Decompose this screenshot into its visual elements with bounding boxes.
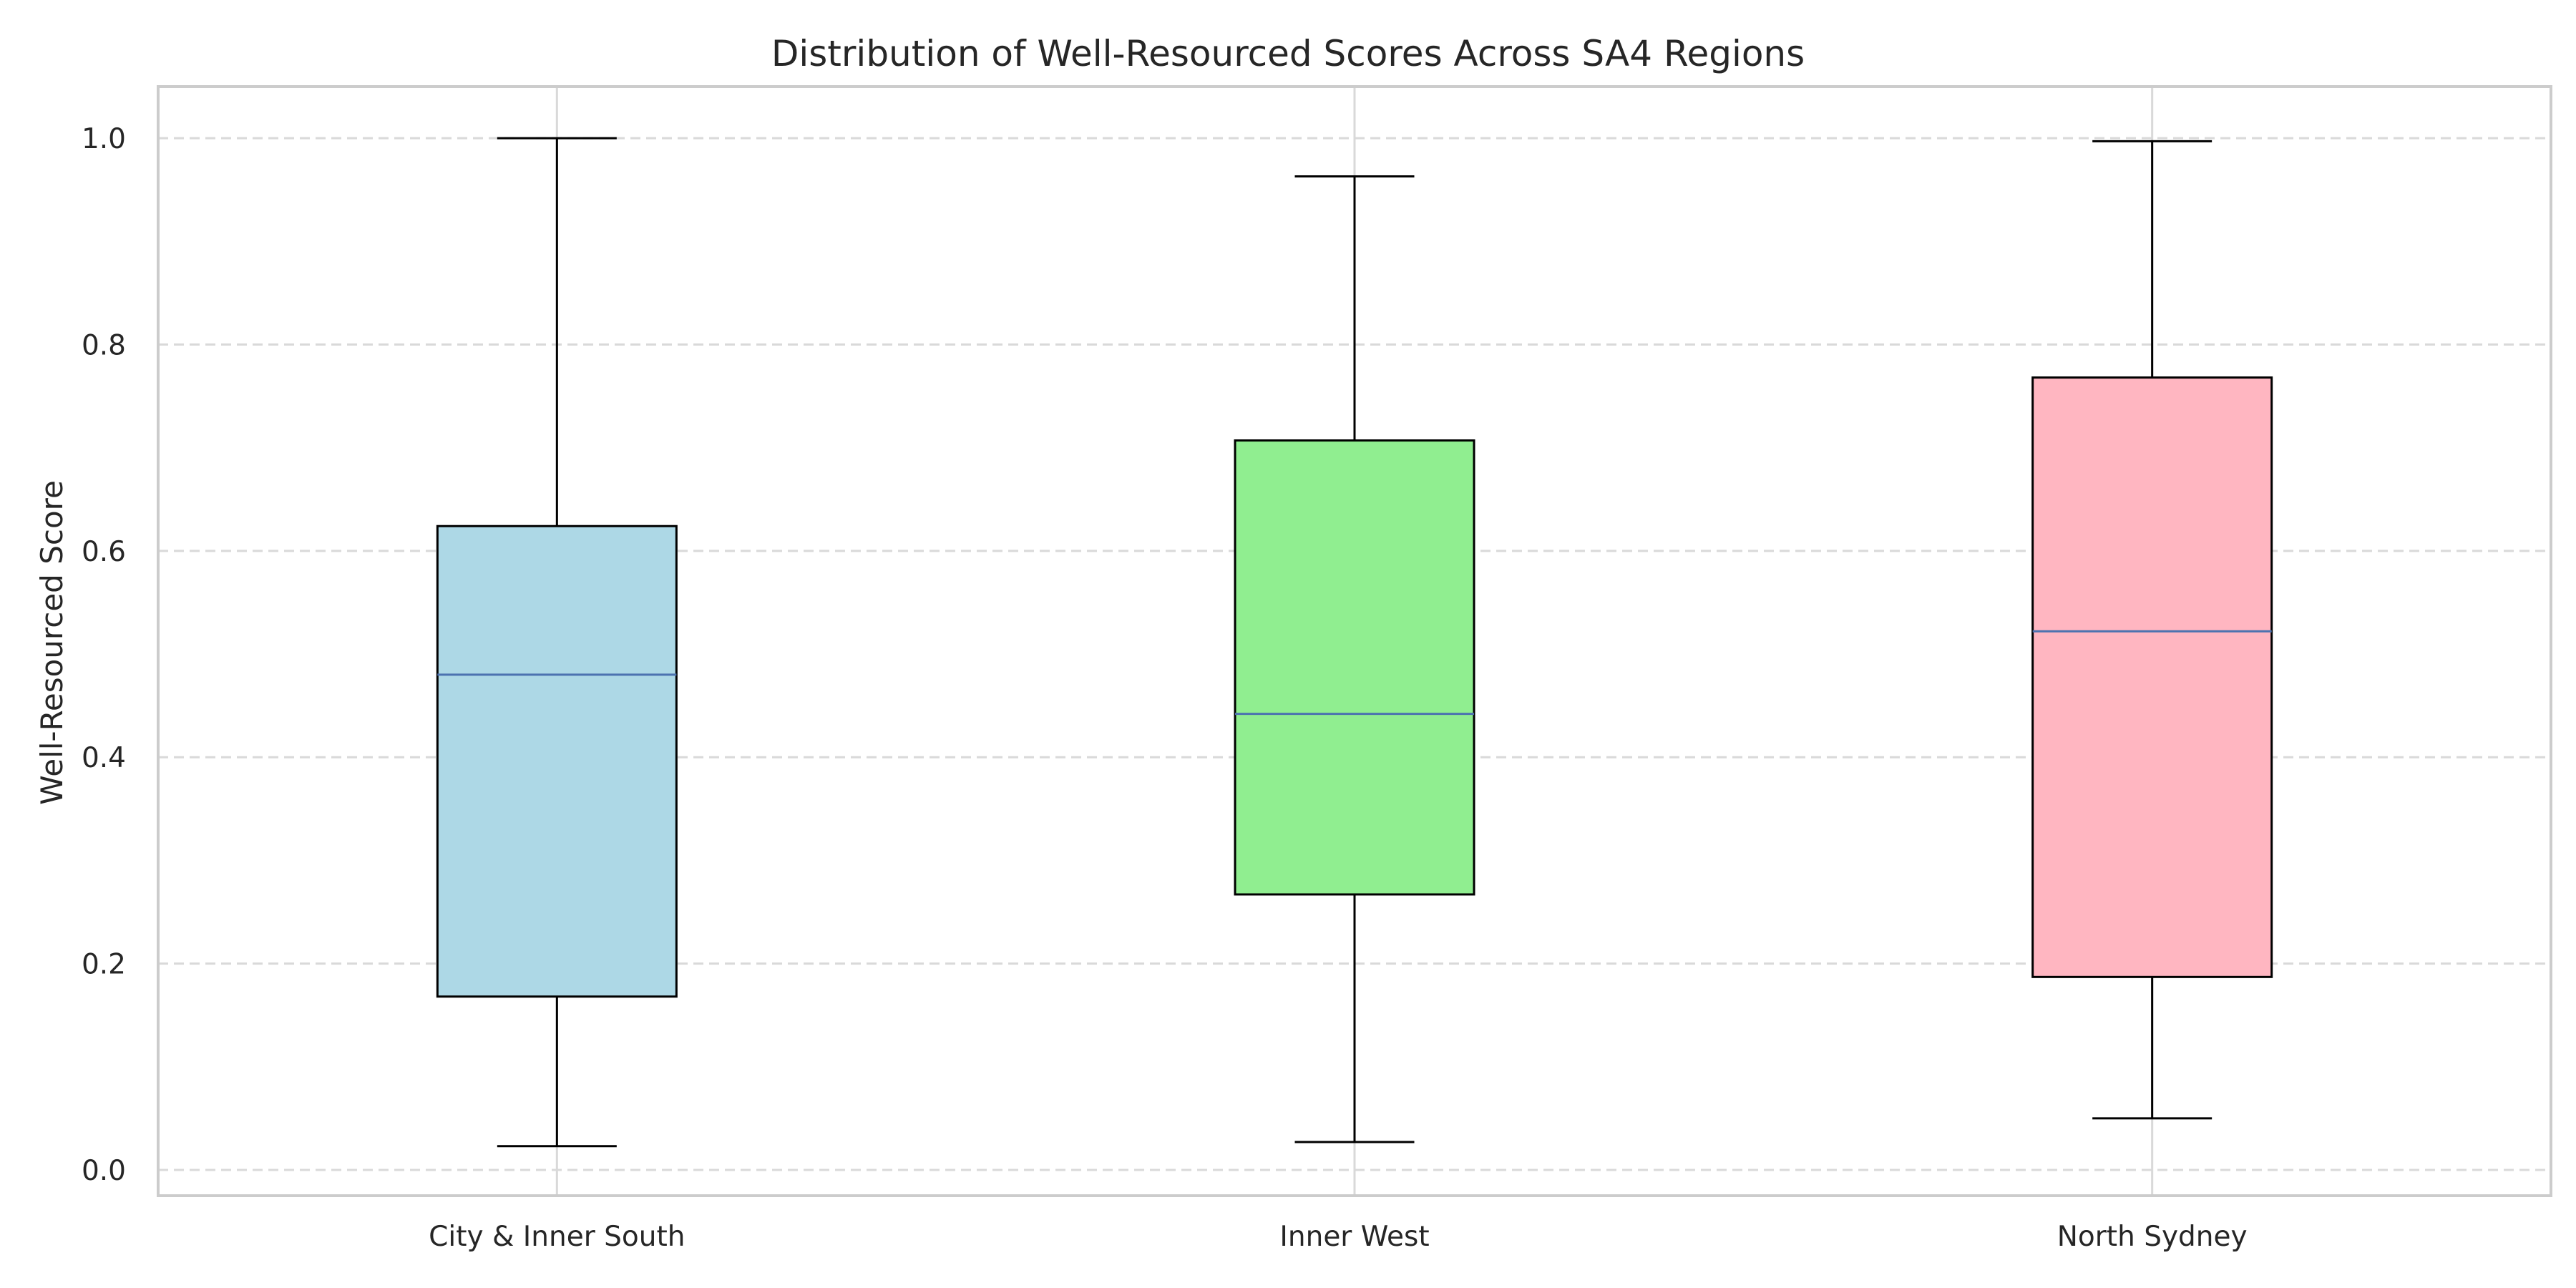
y-axis-label: Well-Resourced Score [34, 480, 69, 805]
chart-title: Distribution of Well-Resourced Scores Ac… [771, 33, 1805, 74]
box-north-sydney [2031, 140, 2273, 1120]
y-tick-label-1: 0.2 [82, 949, 126, 981]
x-tick-label-north-sydney: North Sydney [2057, 1221, 2248, 1253]
iqr-box-city-inner-south [436, 525, 678, 998]
y-tick-label-0: 0.0 [82, 1155, 126, 1187]
box-city-inner-south [436, 137, 678, 1148]
x-tick-label-inner-west: Inner West [1279, 1221, 1429, 1253]
y-tick-label-2: 0.4 [82, 742, 126, 774]
iqr-box-north-sydney [2031, 376, 2273, 978]
y-tick-label-5: 1.0 [82, 123, 126, 155]
tick-labels: 0.0 0.2 0.4 0.6 0.8 1.0 City & Inner South Inne… [82, 123, 2248, 1253]
boxes [436, 137, 2273, 1148]
plot-frame [157, 85, 2552, 1197]
x-tick-label-city-inner-south: City & Inner South [429, 1221, 685, 1253]
box-inner-west [1234, 175, 1475, 1143]
iqr-box-inner-west [1234, 439, 1475, 896]
y-tick-label-3: 0.6 [82, 536, 126, 568]
y-tick-label-4: 0.8 [82, 329, 126, 361]
